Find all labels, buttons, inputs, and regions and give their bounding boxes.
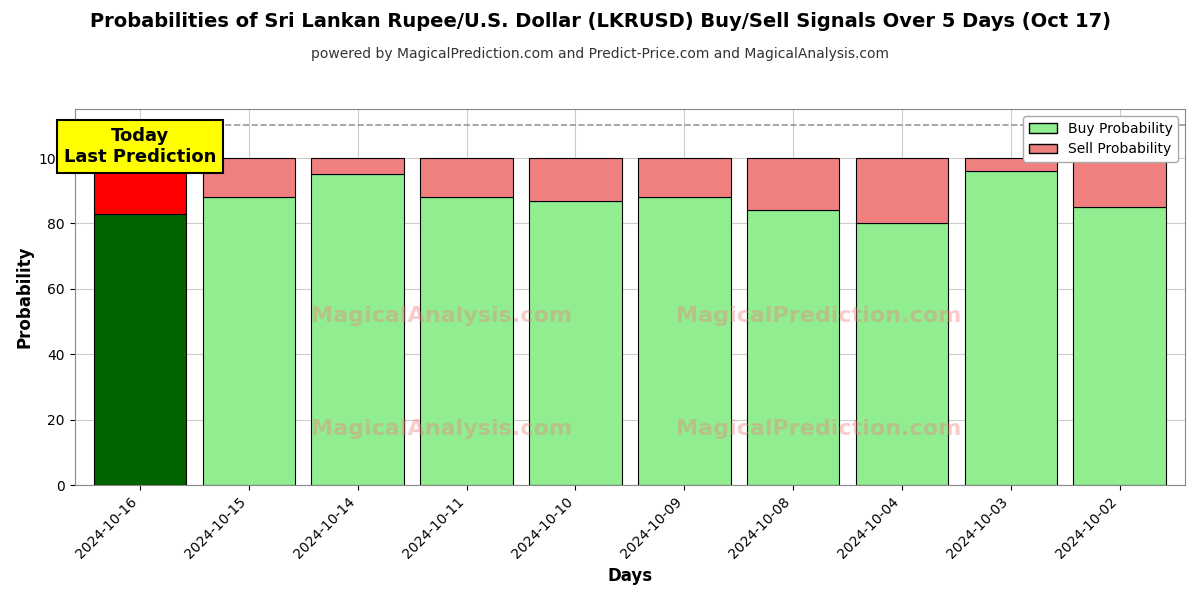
- Bar: [529, 200, 622, 485]
- Bar: [1074, 207, 1166, 485]
- Bar: [420, 197, 512, 485]
- Bar: [312, 158, 404, 175]
- Text: MagicalPrediction.com: MagicalPrediction.com: [676, 419, 961, 439]
- Bar: [529, 158, 622, 200]
- Text: MagicalAnalysis.com: MagicalAnalysis.com: [311, 306, 571, 326]
- Bar: [965, 158, 1057, 171]
- Bar: [856, 158, 948, 223]
- Y-axis label: Probability: Probability: [16, 246, 34, 349]
- Bar: [94, 158, 186, 214]
- Bar: [638, 158, 731, 197]
- X-axis label: Days: Days: [607, 567, 653, 585]
- Text: MagicalPrediction.com: MagicalPrediction.com: [676, 306, 961, 326]
- Text: powered by MagicalPrediction.com and Predict-Price.com and MagicalAnalysis.com: powered by MagicalPrediction.com and Pre…: [311, 47, 889, 61]
- Bar: [94, 214, 186, 485]
- Text: Probabilities of Sri Lankan Rupee/U.S. Dollar (LKRUSD) Buy/Sell Signals Over 5 D: Probabilities of Sri Lankan Rupee/U.S. D…: [90, 12, 1110, 31]
- Bar: [203, 197, 295, 485]
- Text: Today
Last Prediction: Today Last Prediction: [64, 127, 216, 166]
- Bar: [856, 223, 948, 485]
- Bar: [1074, 158, 1166, 207]
- Bar: [420, 158, 512, 197]
- Bar: [746, 211, 839, 485]
- Text: MagicalAnalysis.com: MagicalAnalysis.com: [311, 419, 571, 439]
- Bar: [746, 158, 839, 211]
- Bar: [203, 158, 295, 197]
- Bar: [965, 171, 1057, 485]
- Legend: Buy Probability, Sell Probability: Buy Probability, Sell Probability: [1024, 116, 1178, 162]
- Bar: [312, 175, 404, 485]
- Bar: [638, 197, 731, 485]
